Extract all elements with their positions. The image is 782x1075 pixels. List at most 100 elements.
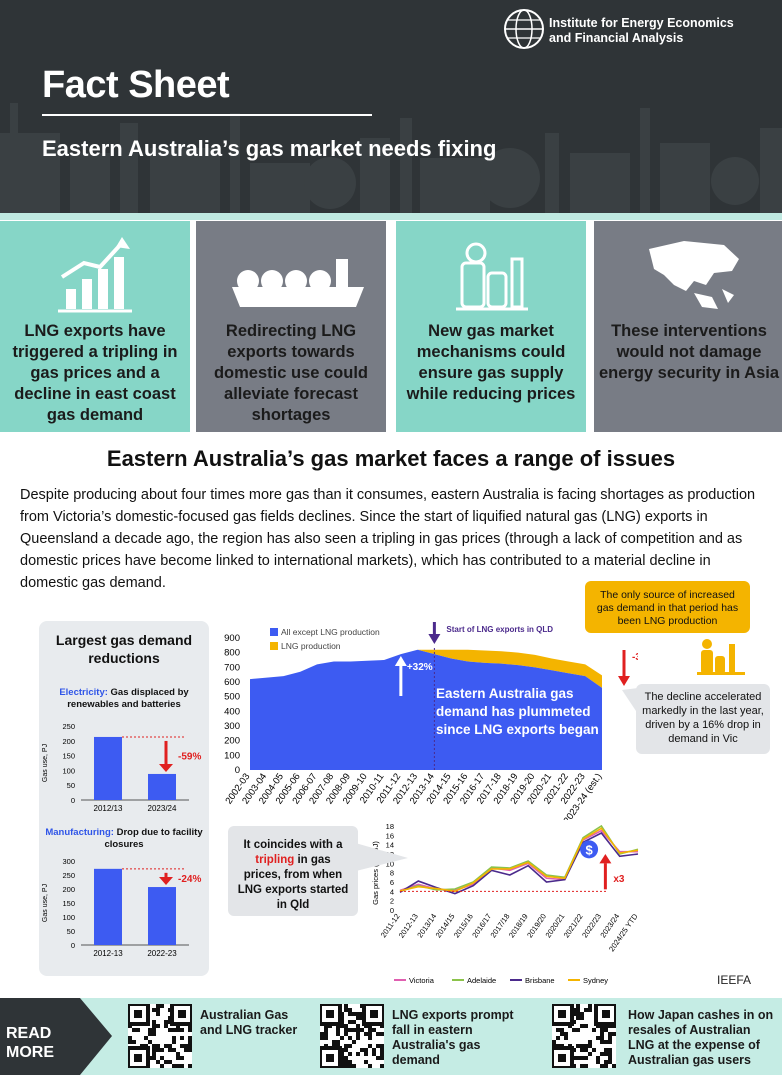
y-tick-label: 400 [224, 706, 240, 717]
bar [148, 773, 176, 800]
legend-label-sydney: Sydney [583, 976, 608, 985]
page-title: Fact Sheet [42, 64, 230, 106]
qr-pattern [126, 1002, 194, 1070]
y-tick-label: 18 [386, 822, 394, 831]
y-tick-label: 150 [62, 899, 75, 908]
read-more-line-2: MORE [6, 1044, 54, 1061]
callout-pointer [352, 842, 408, 872]
electricity-subtitle: Electricity: Gas displaced by renewables… [45, 687, 203, 711]
y-tick-label: 900 [224, 633, 240, 644]
qr-code-3-icon[interactable] [550, 1002, 618, 1070]
asia-map-icon [649, 241, 739, 309]
org-name: Institute for Energy Economics and Finan… [549, 16, 779, 46]
card-2-text: Redirecting LNG exports towards domestic… [213, 322, 369, 424]
y-tick-label: 4 [390, 887, 394, 896]
y-tick-label: 200 [62, 885, 75, 894]
card-3-text: New gas market mechanisms could ensure g… [406, 322, 576, 403]
tripling-annotation: x3 [613, 874, 625, 885]
y-tick-label: 200 [224, 736, 240, 747]
decrease-arrow-head [618, 676, 630, 686]
decline-arrow-head [159, 763, 173, 772]
x-tick-label: 2012/13 [94, 804, 123, 813]
increase-annotation: +32% [407, 662, 433, 673]
gas-price-line-chart: Gas prices (A$/GJ)0246810121416182011-12… [371, 822, 640, 985]
y-tick-label: 6 [390, 878, 394, 887]
read-more-arrow [0, 998, 112, 1075]
key-point-card-2: Redirecting LNG exports towards domestic… [196, 221, 386, 432]
x-tick-label: 2023/24 [148, 804, 177, 813]
y-axis-label: Gas use, PJ [42, 744, 49, 782]
y-tick-label: 16 [386, 831, 394, 840]
y-tick-label: 0 [235, 765, 240, 776]
y-tick-label: 500 [224, 692, 240, 703]
industrial-skyline-graphic [0, 103, 782, 213]
dollar-icon [580, 840, 599, 859]
series-area-lng-production [250, 649, 602, 688]
intro-paragraph: Despite producing about four times more … [20, 487, 756, 591]
y-tick-label: 250 [62, 871, 75, 880]
accelerated-pointer [622, 688, 638, 714]
y-tick-label: 600 [224, 677, 240, 688]
y-tick-label: 2 [390, 897, 394, 906]
legend-swatch-all-except-lng [270, 628, 278, 636]
manufacturing-subtitle: Manufacturing: Drop due to facility clos… [45, 827, 203, 851]
card-4-text: These interventions would not damage ene… [598, 322, 780, 382]
series-line-adelaide [399, 824, 639, 893]
qr-pattern [318, 1002, 386, 1070]
page-subtitle: Eastern Australia’s gas market needs fix… [42, 136, 497, 161]
tripling-arrow-head [599, 854, 612, 864]
qr-code-1-icon[interactable] [126, 1002, 194, 1070]
link-japan-resales[interactable]: How Japan cashes in on resales of Austra… [628, 1008, 774, 1067]
decrease-annotation: -32% [632, 652, 638, 663]
bar [94, 868, 122, 945]
plummeted-line: since LNG exports began [436, 722, 599, 737]
ieefa-globe-logo-icon [504, 9, 544, 49]
y-tick-label: 100 [62, 913, 75, 922]
electricity-label: Electricity: [59, 687, 108, 698]
y-tick-label: 250 [62, 722, 75, 731]
link-gas-tracker[interactable]: Australian Gas and LNG tracker [200, 1008, 298, 1037]
x-tick-label: 2022-23 [147, 949, 177, 958]
y-axis-label: Gas use, PJ [42, 884, 49, 922]
y-tick-label: 50 [67, 781, 75, 790]
y-tick-label: 8 [390, 869, 394, 878]
manufacturing-bar-chart: Gas use, PJ 0 50 100 150 200 250 300 2012-13 2022… [42, 857, 201, 958]
y-tick-label: 50 [67, 927, 75, 936]
manufacturing-label: Manufacturing: [45, 827, 114, 838]
series-area-all-except-lng [250, 649, 602, 770]
y-tick-label: 0 [71, 941, 75, 950]
decline-annotation: -24% [178, 874, 201, 885]
y-tick-label: 10 [386, 859, 394, 868]
lng-only-callout: The only source of increased gas demand … [585, 581, 750, 633]
link-lng-exports[interactable]: LNG exports prompt fall in eastern Austr… [392, 1008, 514, 1067]
lng-only-text: The only source of increased gas demand … [596, 589, 739, 627]
y-tick-label: 300 [224, 721, 240, 732]
key-point-card-1: LNG exports have triggered a tripling in… [0, 221, 190, 432]
key-point-card-4: These interventions would not damage ene… [594, 221, 782, 432]
y-tick-label: 200 [62, 737, 75, 746]
increase-arrow-head [394, 656, 407, 666]
legend-label-lng: LNG production [281, 641, 341, 651]
accelerated-callout: The decline accelerated markedly in the … [636, 684, 770, 754]
electricity-desc: Gas displaced by renewables and batterie… [67, 687, 189, 710]
decline-annotation: -59% [178, 751, 201, 762]
series-line-brisbane [399, 831, 639, 895]
y-tick-label: 100 [224, 750, 240, 761]
y-tick-label: 700 [224, 662, 240, 673]
header-banner: Institute for Energy Economics and Finan… [0, 0, 782, 213]
y-tick-label: 0 [390, 906, 394, 915]
coincides-text-post: in gas prices, from when LNG exports sta… [237, 854, 349, 911]
coincides-text-pre: It coincides with a [243, 839, 343, 851]
y-tick-label: 300 [62, 857, 75, 866]
coincides-highlight: tripling [255, 854, 295, 866]
y-tick-label: 100 [62, 766, 75, 775]
gas-plant-icon [456, 242, 528, 311]
teal-divider-band [0, 213, 782, 220]
legend-label-adelaide: Adelaide [467, 976, 496, 985]
org-name-line-2: and Financial Analysis [549, 31, 684, 45]
decline-arrow-head [159, 877, 173, 886]
qr-code-2-icon[interactable] [318, 1002, 386, 1070]
dollar-icon-glyph: $ [585, 842, 593, 857]
title-divider [42, 114, 372, 116]
gas-plant-small-icon [697, 639, 745, 675]
